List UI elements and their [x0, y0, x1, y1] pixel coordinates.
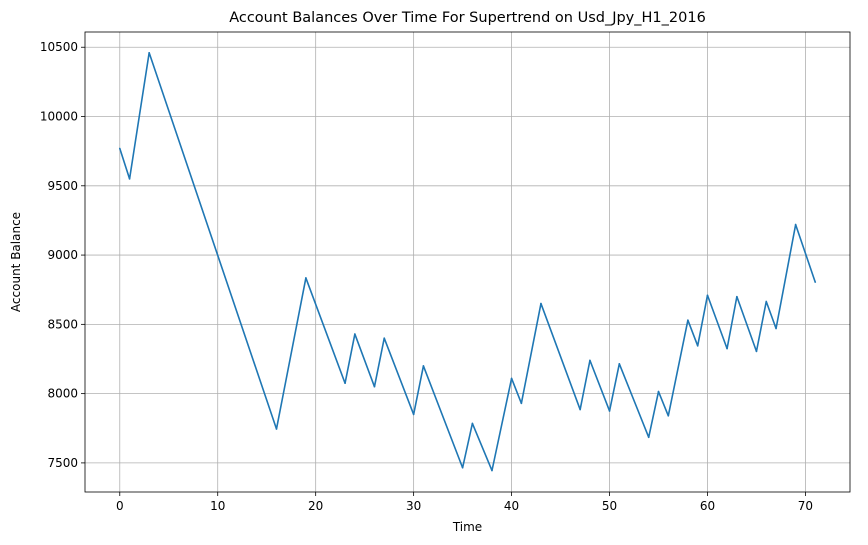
data-point: [736, 295, 738, 298]
data-point: [491, 469, 493, 472]
plot-frame: [84, 31, 851, 493]
data-point: [696, 345, 699, 347]
data-point: [579, 408, 581, 411]
data-point: [726, 347, 728, 350]
y-tick-label: 9500: [47, 179, 78, 193]
x-tick-label: 20: [308, 499, 323, 513]
data-point: [755, 350, 758, 353]
grid: [85, 32, 850, 492]
data-point: [608, 410, 611, 412]
data-point: [471, 422, 474, 425]
x-tick-label: 40: [504, 499, 519, 513]
data-point: [618, 363, 621, 365]
chart-title: Account Balances Over Time For Supertren…: [229, 10, 706, 26]
x-axis-label: Time: [452, 520, 482, 534]
data-point: [118, 147, 121, 150]
data-point: [775, 327, 777, 330]
data-point: [305, 277, 307, 279]
y-axis-label: Account Balance: [9, 212, 23, 312]
data-point: [373, 385, 376, 388]
series-layer: [118, 51, 817, 472]
data-point: [765, 300, 768, 303]
data-point: [128, 178, 131, 180]
data-point: [540, 302, 542, 305]
data-point: [520, 402, 523, 405]
y-tick-label: 10000: [40, 110, 78, 124]
data-point: [510, 377, 513, 380]
y-tick-label: 7500: [47, 456, 78, 470]
x-tick-label: 60: [700, 499, 715, 513]
data-point: [687, 319, 689, 321]
data-point: [667, 415, 670, 417]
data-point: [148, 51, 150, 54]
y-tick-label: 9000: [47, 248, 78, 262]
data-point: [412, 413, 415, 416]
y-tick-label: 8500: [47, 317, 78, 331]
y-tick-label: 10500: [40, 40, 78, 54]
data-point: [275, 428, 278, 430]
data-point: [461, 466, 464, 469]
data-point: [589, 359, 591, 362]
data-point: [706, 294, 709, 297]
data-point: [794, 223, 797, 226]
x-tick-label: 30: [406, 499, 421, 513]
x-tick-label: 70: [798, 499, 813, 513]
data-point: [422, 365, 425, 367]
x-tick-label: 0: [116, 499, 124, 513]
x-tick-label: 10: [210, 499, 225, 513]
series-line: [119, 51, 816, 472]
data-point: [354, 333, 356, 335]
ticks: 0 10 20 30 40 50 60 70 7500 8000 8500 9000 9500 10000…: [40, 40, 813, 513]
data-point: [647, 436, 650, 439]
y-tick-label: 8000: [47, 387, 78, 401]
x-tick-label: 50: [602, 499, 617, 513]
data-point: [814, 281, 817, 283]
data-point: [657, 390, 660, 393]
data-point: [383, 337, 386, 340]
data-point: [344, 382, 346, 385]
